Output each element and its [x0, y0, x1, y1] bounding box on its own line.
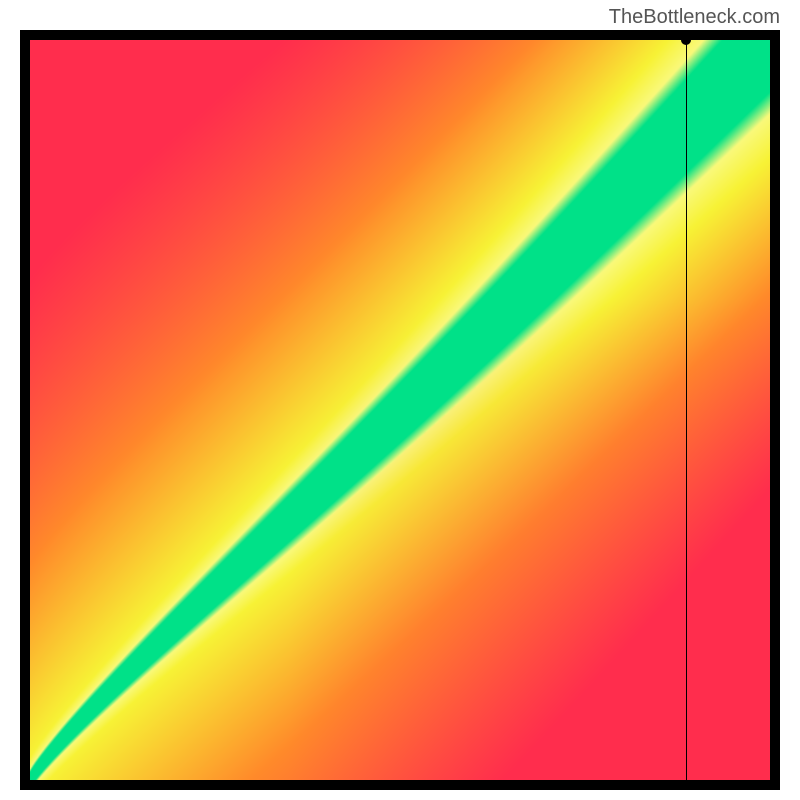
watermark-text: TheBottleneck.com — [609, 6, 780, 29]
heatmap-canvas — [30, 40, 770, 780]
chart-frame — [20, 30, 780, 790]
vertical-marker-line — [686, 40, 687, 780]
heatmap-area — [30, 40, 770, 780]
